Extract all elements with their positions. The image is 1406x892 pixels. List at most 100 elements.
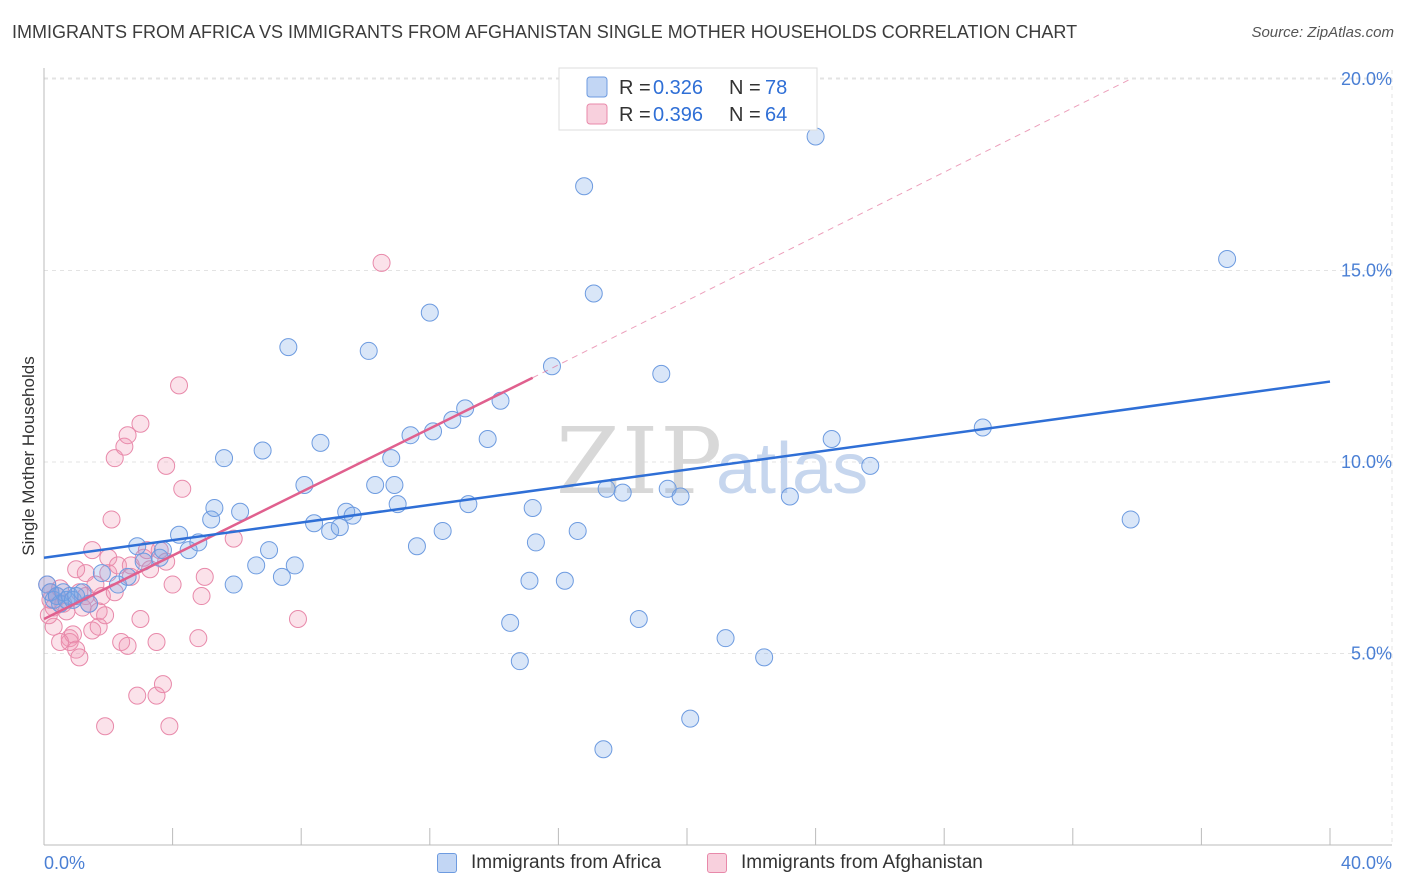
africa-point xyxy=(584,284,603,303)
afghanistan-points xyxy=(38,253,391,736)
africa-point xyxy=(231,502,250,521)
x-tick-label: 40.0% xyxy=(1341,853,1392,873)
afghanistan-point xyxy=(163,575,182,594)
africa-point xyxy=(681,709,700,728)
africa-point xyxy=(629,610,648,629)
afghanistan-trend-line xyxy=(43,376,534,621)
x-tick-label: 0.0% xyxy=(44,853,85,873)
africa-point xyxy=(382,449,401,468)
bottom-legend-swatch-afghan xyxy=(707,853,727,873)
afghanistan-point xyxy=(99,564,118,583)
africa-point xyxy=(652,364,671,383)
afghanistan-point xyxy=(372,253,391,272)
africa-point xyxy=(568,521,587,540)
africa-point xyxy=(305,514,324,533)
afghanistan-point xyxy=(128,686,147,705)
legend-r-value-africa: 0.326 xyxy=(653,77,703,99)
africa-point xyxy=(253,441,272,460)
africa-point xyxy=(575,177,594,196)
afghanistan-point xyxy=(288,610,307,629)
afghanistan-point xyxy=(118,426,137,445)
y-tick-label: 10.0% xyxy=(1341,452,1392,472)
africa-point xyxy=(555,571,574,590)
watermark: ZIP atlas xyxy=(556,408,868,515)
legend-n-value-africa: 78 xyxy=(765,77,787,99)
africa-point xyxy=(92,564,111,583)
afghanistan-point xyxy=(44,617,63,636)
afghanistan-point xyxy=(118,636,137,655)
afghanistan-point xyxy=(76,564,95,583)
africa-point xyxy=(523,498,542,517)
afghanistan-point xyxy=(51,633,70,652)
afghanistan-point xyxy=(195,567,214,586)
afghanistan-point xyxy=(147,633,166,652)
legend-n-value-afghan: 64 xyxy=(765,104,787,126)
africa-point xyxy=(285,556,304,575)
africa-trend-line xyxy=(43,380,1331,559)
africa-point xyxy=(478,430,497,449)
legend-n-label-afghan: N = xyxy=(729,104,761,126)
africa-point xyxy=(202,510,221,529)
africa-point xyxy=(424,422,443,441)
africa-point xyxy=(205,498,224,517)
afghanistan-point xyxy=(67,560,86,579)
africa-point xyxy=(359,341,378,360)
afghanistan-point xyxy=(189,629,208,648)
bottom-legend-label-afghan: Immigrants from Afghanistan xyxy=(741,852,983,873)
africa-point xyxy=(755,648,774,667)
afghanistan-point xyxy=(108,556,127,575)
legend-n-label-africa: N = xyxy=(729,77,761,99)
africa-point xyxy=(279,338,298,357)
bottom-legend-africa: Immigrants from Africa xyxy=(437,852,661,874)
africa-point xyxy=(420,303,439,322)
africa-point xyxy=(407,537,426,556)
afghanistan-point xyxy=(170,376,189,395)
africa-point xyxy=(520,571,539,590)
africa-point xyxy=(671,487,690,506)
top-legend: R = 0.326 N = 78 R = 0.396 N = 64 xyxy=(558,67,818,131)
bottom-legend-label-africa: Immigrants from Africa xyxy=(471,852,662,873)
africa-point xyxy=(1121,510,1140,529)
africa-point xyxy=(594,740,613,759)
legend-r-label-africa: R = xyxy=(619,77,651,99)
afghanistan-point xyxy=(192,587,211,606)
legend-swatch-afghan xyxy=(586,103,608,125)
africa-point xyxy=(780,487,799,506)
legend-swatch-africa xyxy=(586,76,608,98)
africa-point xyxy=(716,629,735,648)
axes xyxy=(43,68,1392,846)
africa-point xyxy=(260,541,279,560)
y-tick-label: 20.0% xyxy=(1341,69,1392,89)
y-tick-labels: 5.0% 10.0% 15.0% 20.0% xyxy=(1341,69,1392,664)
bottom-legend-afghan: Immigrants from Afghanistan xyxy=(707,852,983,874)
trend-lines xyxy=(43,78,1331,621)
africa-point xyxy=(861,456,880,475)
legend-r-label-afghan: R = xyxy=(619,104,651,126)
africa-point xyxy=(247,556,266,575)
afghanistan-point xyxy=(96,606,115,625)
watermark-atlas: atlas xyxy=(716,429,868,509)
africa-point xyxy=(1218,250,1237,269)
africa-point xyxy=(385,475,404,494)
africa-point xyxy=(311,433,330,452)
africa-point xyxy=(272,567,291,586)
afghanistan-point xyxy=(153,675,172,694)
africa-point xyxy=(526,533,545,552)
africa-point xyxy=(822,430,841,449)
africa-point xyxy=(510,652,529,671)
afghanistan-point xyxy=(96,717,115,736)
source-label: Source: ZipAtlas.com xyxy=(1251,24,1394,41)
watermark-zip: ZIP xyxy=(556,408,724,515)
afghanistan-point xyxy=(173,479,192,498)
afghanistan-point xyxy=(147,686,166,705)
y-tick-label: 5.0% xyxy=(1351,644,1392,664)
africa-point xyxy=(433,521,452,540)
grid-lines xyxy=(44,70,1393,844)
afghanistan-point xyxy=(102,510,121,529)
africa-point xyxy=(501,613,520,632)
afghanistan-point xyxy=(131,414,150,433)
africa-point xyxy=(330,518,349,537)
afghanistan-point xyxy=(70,648,89,667)
legend-box xyxy=(558,67,818,131)
